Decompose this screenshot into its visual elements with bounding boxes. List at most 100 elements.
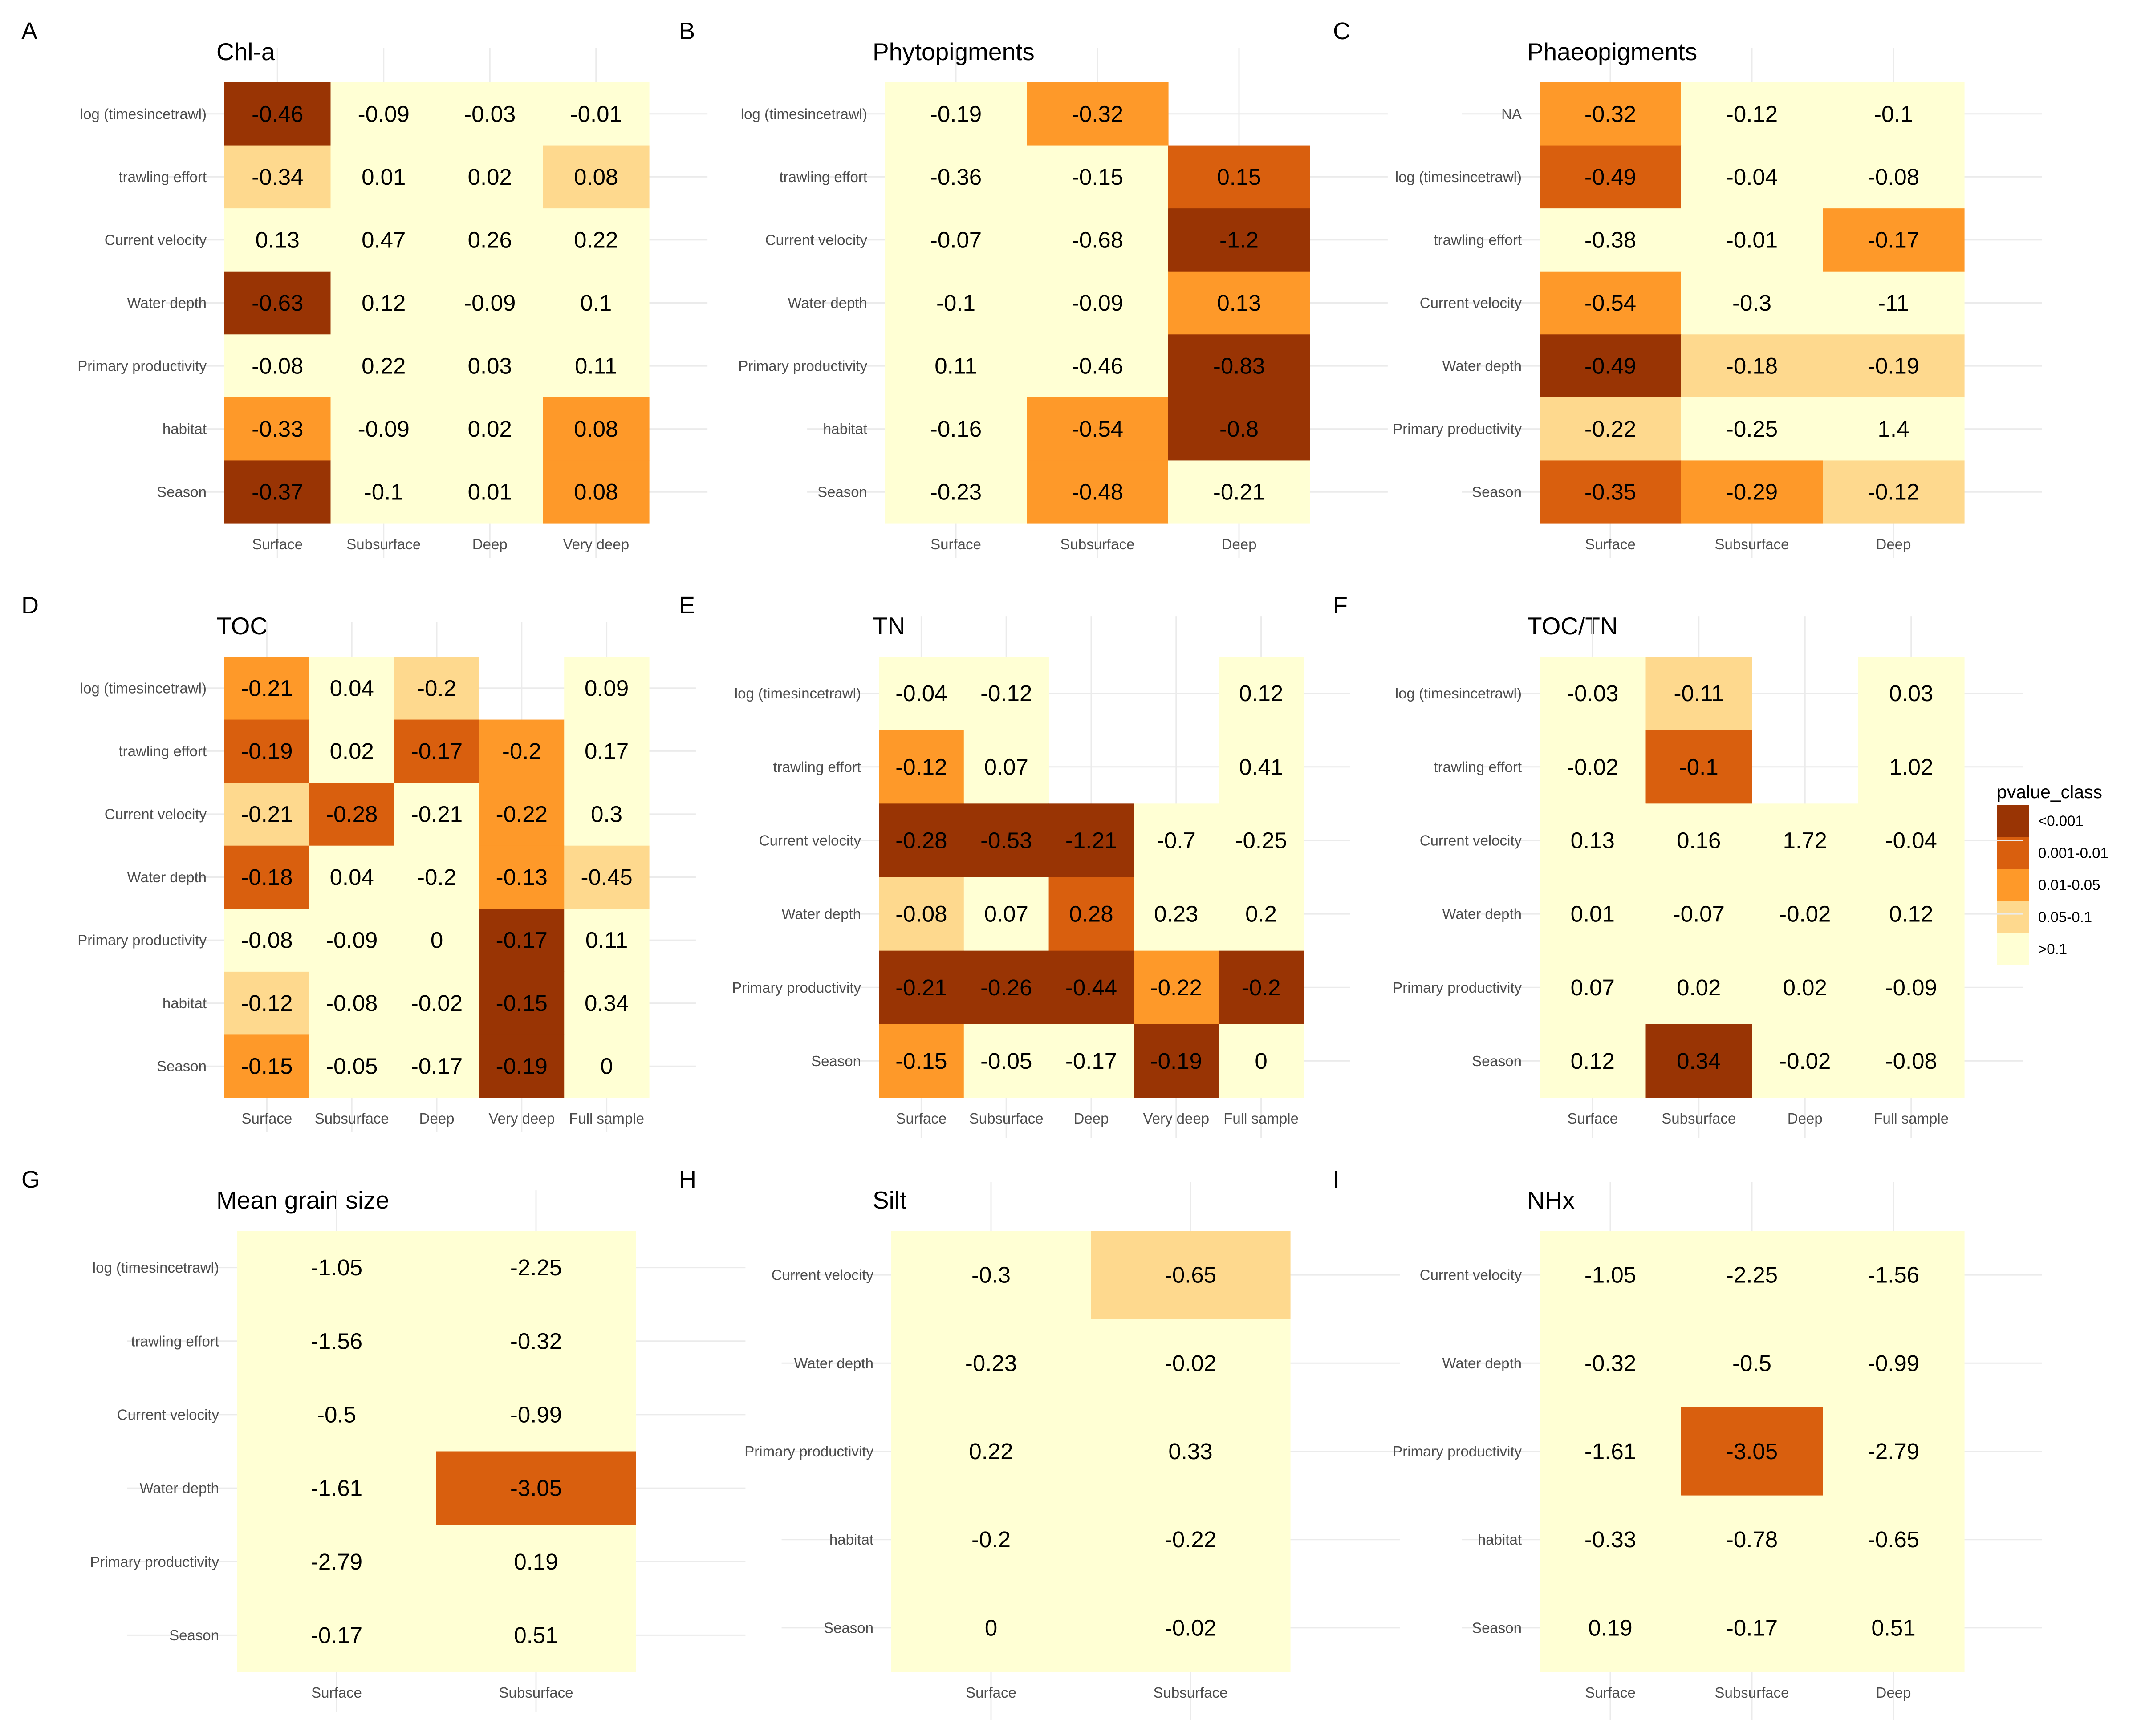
cell-value-label: 0.02 (330, 738, 374, 764)
heatmap-cell (1823, 1495, 1965, 1584)
heatmap-cell (394, 783, 479, 846)
heatmap-cell (1681, 1319, 1823, 1407)
cell-value-label: 0.13 (1571, 827, 1615, 853)
heatmap-cell (394, 1034, 479, 1098)
heatmap-cell (1681, 460, 1823, 524)
cell-value-label: -0.54 (1072, 416, 1123, 442)
cell-value-label: -0.19 (930, 101, 982, 126)
cell-value-label: -1.21 (1065, 827, 1117, 853)
y-tick-label: Water depth (794, 1355, 873, 1371)
heatmap-cell (394, 845, 479, 909)
heatmap-cell (436, 1304, 636, 1378)
heatmap-cell (1823, 82, 1965, 146)
cell-value-label: -0.12 (980, 681, 1032, 706)
cell-value-label: -0.17 (1065, 1048, 1117, 1074)
heatmap-cell (1219, 803, 1304, 878)
y-tick-label: trawling effort (1434, 758, 1522, 775)
cell-value-label: -0.35 (1584, 479, 1636, 505)
heatmap-cell (237, 1598, 437, 1672)
cell-value-label: 0.02 (1677, 975, 1721, 1000)
heatmap-cell (1219, 877, 1304, 951)
heatmap-cell (885, 208, 1027, 272)
cell-value-label: 0 (1255, 1048, 1267, 1074)
cell-value-label: 0.11 (585, 928, 628, 953)
heatmap-cell (1823, 460, 1965, 524)
heatmap-cell (224, 460, 331, 524)
heatmap-cell (1681, 1495, 1823, 1584)
cell-value-label: -3.05 (1726, 1439, 1778, 1464)
cell-value-label: -0.15 (496, 990, 548, 1016)
cell-value-label: -0.29 (1726, 479, 1778, 505)
heatmap-cell (879, 730, 964, 804)
heatmap-cell (1091, 1495, 1291, 1584)
heatmap-cell (1681, 1407, 1823, 1496)
heatmap-cell (543, 460, 650, 524)
heatmap-cell (330, 82, 437, 146)
y-tick-label: trawling effort (119, 743, 207, 759)
cell-value-label: -0.54 (1584, 290, 1636, 316)
heatmap-cell (1823, 271, 1965, 335)
x-tick-label: Full sample (1873, 1110, 1949, 1127)
heatmap-cell (224, 334, 331, 398)
heatmap-cell (330, 334, 437, 398)
cell-value-label: -0.2 (502, 738, 541, 764)
cell-value-label: -0.23 (965, 1351, 1017, 1376)
heatmap-cell (1134, 803, 1219, 878)
cell-value-label: -0.05 (980, 1048, 1032, 1074)
heatmap-cell (1048, 950, 1134, 1025)
cell-value-label: -0.99 (1868, 1351, 1919, 1376)
heatmap-cell (1823, 334, 1965, 398)
cell-value-label: -0.09 (1072, 290, 1123, 316)
heatmap-cell (564, 657, 650, 720)
heatmap-cell (1752, 950, 1859, 1025)
heatmap-cell (1540, 877, 1646, 951)
cell-value-label: 0.16 (1677, 827, 1721, 853)
y-tick-label: Current velocity (105, 231, 207, 248)
heatmap-cell (309, 657, 395, 720)
heatmap-cell (963, 803, 1049, 878)
cell-value-label: 0.11 (934, 353, 977, 379)
heatmap-cell (1168, 460, 1310, 524)
panel-a: A Chl-a -0.46 -0.09 -0.03 -0.01 -0.34 0.01 0.02 0… (21, 18, 708, 558)
heatmap-cell (1752, 803, 1859, 878)
y-tick-label: Water depth (1442, 906, 1522, 922)
legend-swatch (1997, 869, 2029, 901)
cell-value-label: -0.19 (241, 738, 293, 764)
heatmap-cell (1168, 145, 1310, 209)
panel-title: TOC (216, 612, 268, 640)
cell-value-label: -0.19 (496, 1054, 548, 1079)
cell-value-label: 0.19 (514, 1549, 558, 1574)
heatmap-cell (224, 719, 310, 783)
heatmap-cell (1823, 397, 1965, 461)
heatmap-cell (1540, 803, 1646, 878)
cell-value-label: -0.2 (417, 864, 456, 890)
x-tick-label: Subsurface (315, 1110, 389, 1127)
x-tick-label: Surface (966, 1684, 1016, 1701)
cell-value-label: -0.36 (930, 164, 982, 190)
panel-letter: B (679, 18, 695, 45)
legend-label: >0.1 (2038, 941, 2067, 957)
cell-value-label: 0 (985, 1615, 997, 1640)
heatmap-cell (885, 82, 1027, 146)
heatmap-cell (1219, 950, 1304, 1025)
heatmap-cell (436, 1598, 636, 1672)
cell-value-label: -1.2 (1219, 227, 1259, 252)
cell-value-label: -0.08 (1868, 164, 1919, 190)
heatmap-cell (309, 971, 395, 1035)
cell-value-label: -0.09 (358, 101, 410, 126)
y-tick-label: Primary productivity (732, 979, 861, 996)
cell-value-label: -0.19 (1868, 353, 1919, 379)
panel-d: D TOC -0.21 0.04 -0.2 0.09 -0.19 0.02 -0.17 -0.2 0… (21, 592, 696, 1132)
heatmap-cell (963, 1024, 1049, 1098)
cell-value-label: 0.22 (969, 1439, 1013, 1464)
cell-value-label: -2.25 (1726, 1262, 1778, 1288)
cell-value-label: -0.33 (1584, 1527, 1636, 1552)
heatmap-cell (879, 877, 964, 951)
heatmap-cell (436, 1378, 636, 1452)
x-tick-label: Deep (1876, 1684, 1911, 1701)
y-tick-label: NA (1501, 105, 1522, 122)
cell-value-label: -0.17 (1726, 1615, 1778, 1640)
heatmap-cell (237, 1525, 437, 1599)
heatmap-cell (1540, 730, 1646, 804)
